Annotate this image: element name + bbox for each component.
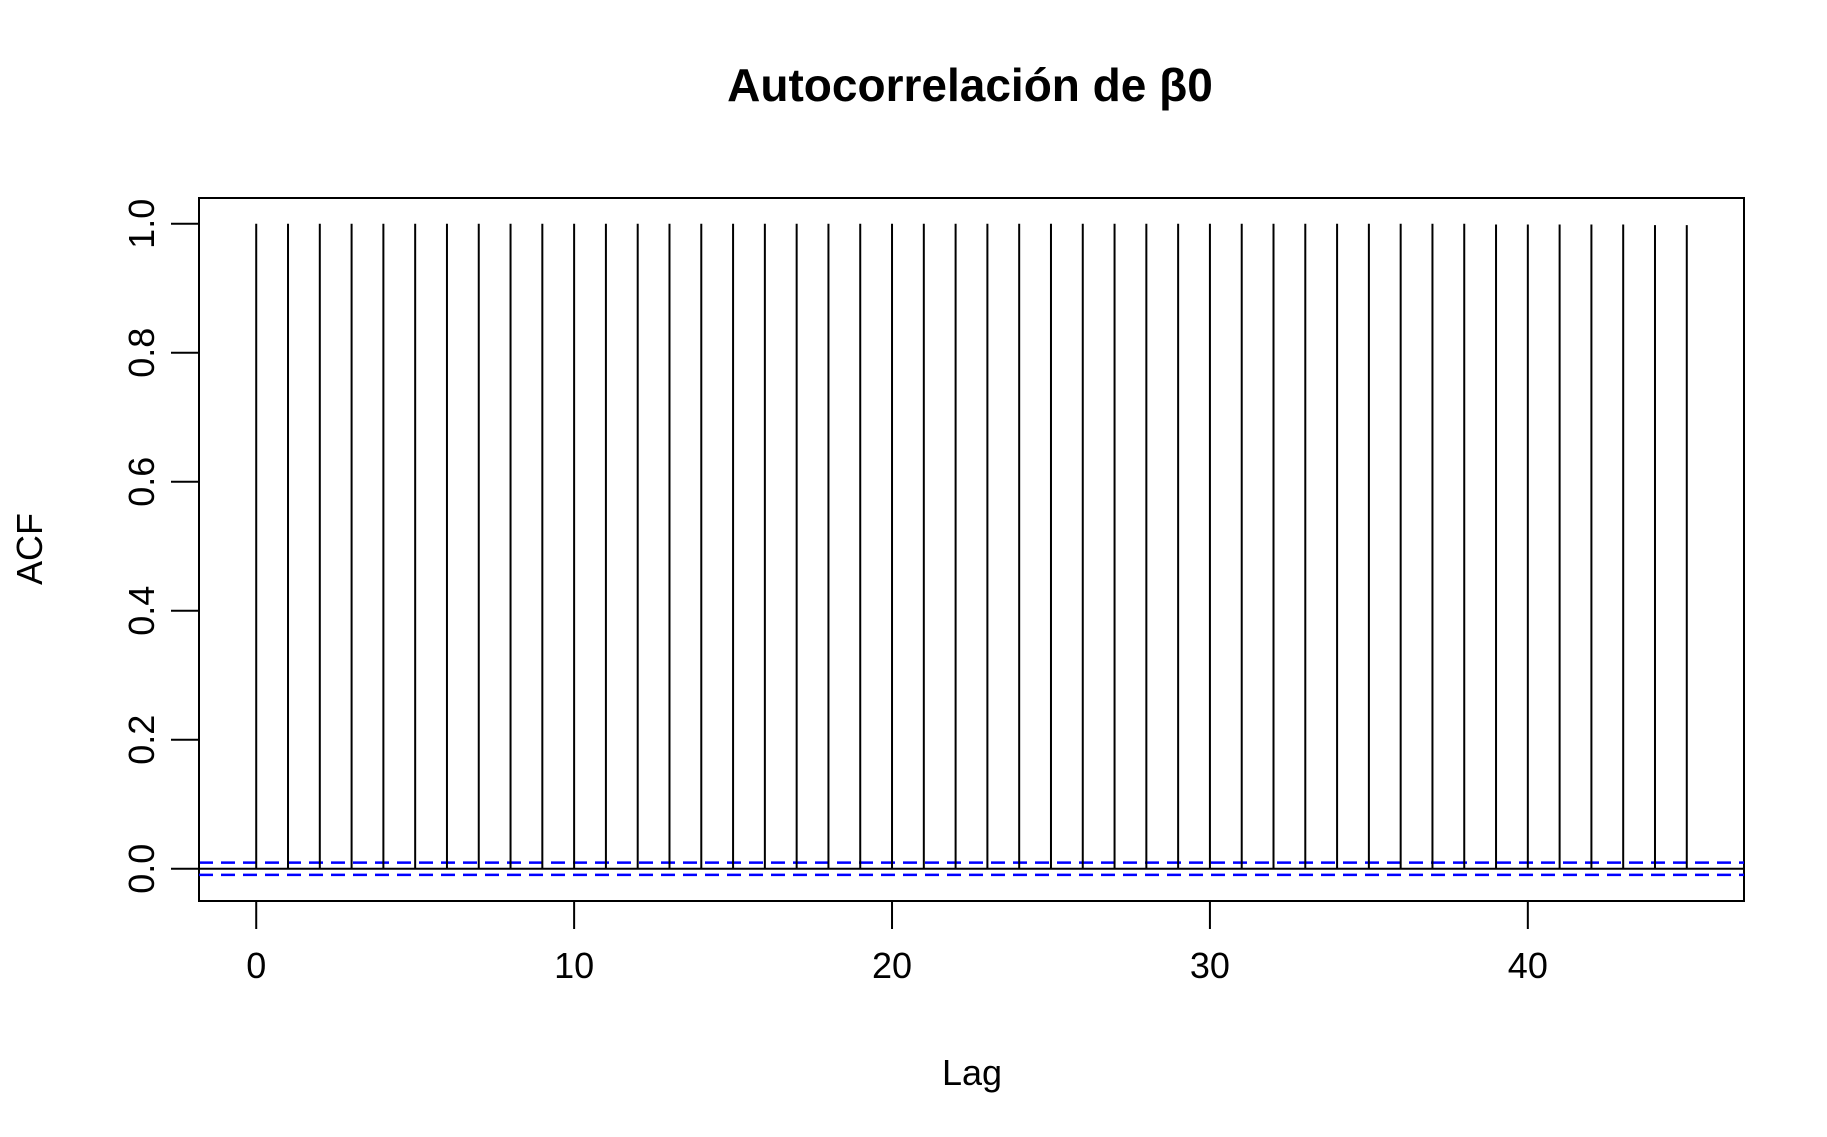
y-tick-label: 0.2 bbox=[121, 715, 162, 765]
y-axis: 0.0 0.2 0.4 0.6 0.8 1.0 bbox=[121, 199, 200, 894]
plot-frame bbox=[198, 197, 1745, 902]
y-tick-label: 0.6 bbox=[121, 457, 162, 507]
x-tick-label: 10 bbox=[554, 945, 594, 986]
y-tick-label: 1.0 bbox=[121, 199, 162, 249]
acf-bars bbox=[255, 223, 1688, 869]
x-tick-label: 40 bbox=[1508, 945, 1548, 986]
confidence-bounds bbox=[199, 861, 1744, 877]
y-tick-label: 0.0 bbox=[121, 844, 162, 894]
x-tick-label: 20 bbox=[872, 945, 912, 986]
x-axis: 0 10 20 30 40 bbox=[246, 900, 1548, 986]
y-tick-label: 0.4 bbox=[121, 586, 162, 636]
x-tick-label: 0 bbox=[246, 945, 266, 986]
x-axis-label: Lag bbox=[942, 1052, 1002, 1093]
chart-title: Autocorrelación de β0 bbox=[727, 59, 1213, 111]
y-tick-label: 0.8 bbox=[121, 328, 162, 378]
x-tick-label: 30 bbox=[1190, 945, 1230, 986]
y-axis-label: ACF bbox=[9, 513, 50, 585]
